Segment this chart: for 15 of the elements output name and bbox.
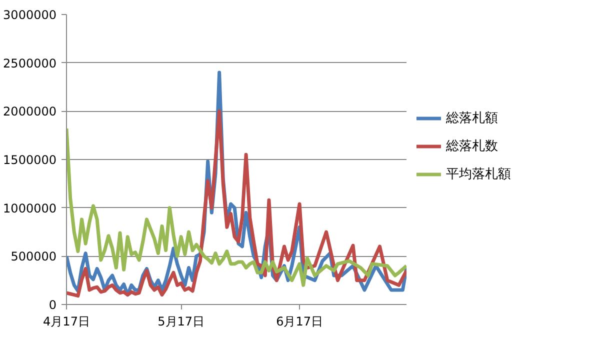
y-tick-label: 2500000	[3, 56, 57, 70]
y-tick-label: 1500000	[3, 153, 57, 167]
y-tick-label: 1000000	[3, 201, 57, 216]
legend-label: 平均落札額	[446, 166, 511, 183]
x-tick-label: 6月17日	[276, 314, 323, 328]
line-series	[66, 109, 406, 298]
x-tick-label: 4月17日	[43, 314, 90, 328]
y-tick-label: 2000000	[3, 104, 57, 119]
legend-label: 総落札数	[446, 138, 498, 155]
line-series	[66, 126, 406, 287]
y-tick-label: 3000000	[3, 8, 57, 22]
x-tick-label: 5月17日	[158, 314, 205, 328]
legend-label: 総落札額	[446, 110, 498, 127]
y-tick-label: 0	[48, 298, 57, 312]
y-tick-label: 500000	[10, 250, 57, 264]
